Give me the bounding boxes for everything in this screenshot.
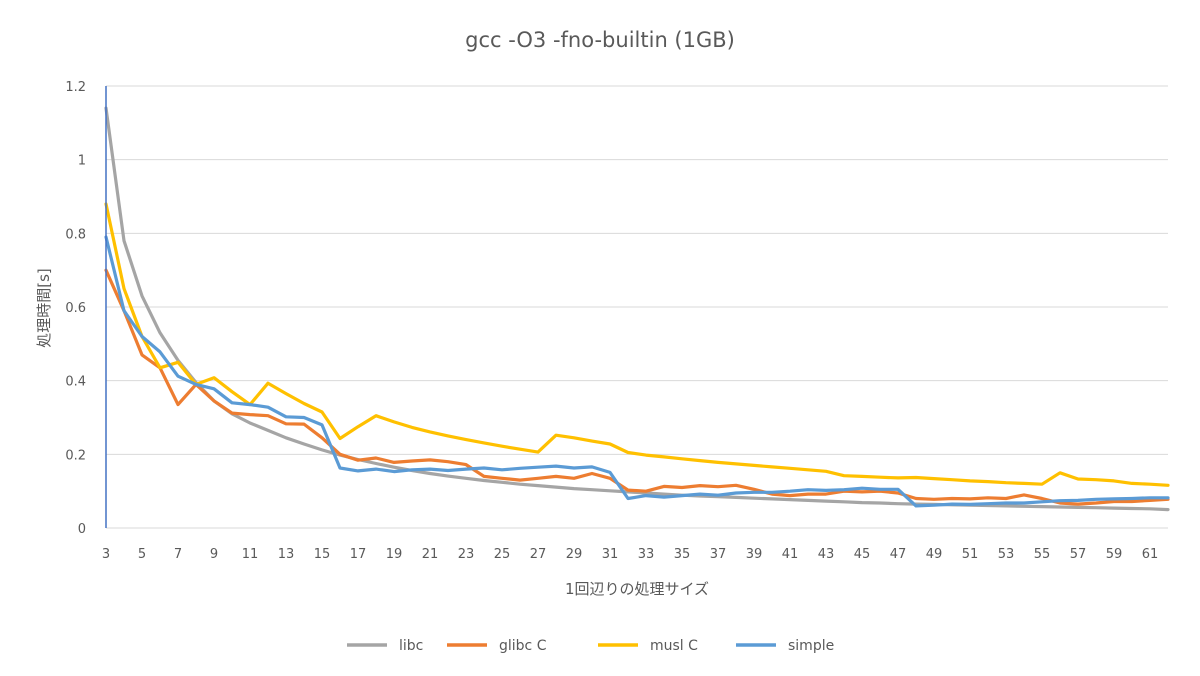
x-axis-ticks: 3 5 7 9 11 13 15 17 19 21 23 25 27 29 31 33 35 37 39 41 43 45…: [102, 547, 1158, 562]
x-tick-label: 49: [926, 547, 943, 562]
x-tick-label: 47: [890, 547, 907, 562]
legend-label-0: libc: [399, 638, 423, 654]
x-tick-label: 59: [1106, 547, 1123, 562]
x-tick-label: 45: [854, 547, 871, 562]
x-tick-label: 17: [350, 547, 367, 562]
series-lines: [104, 106, 1170, 512]
y-tick-label: 1: [78, 154, 86, 169]
y-tick-label: 0.8: [65, 227, 86, 242]
x-tick-label: 51: [962, 547, 979, 562]
x-tick-label: 35: [674, 547, 691, 562]
x-tick-label: 41: [782, 547, 799, 562]
x-tick-label: 21: [422, 547, 439, 562]
series-line-1: [104, 268, 1170, 506]
x-tick-label: 19: [386, 547, 403, 562]
y-tick-label: 0.2: [65, 448, 86, 463]
y-tick-label: 0.6: [65, 301, 86, 316]
y-axis-ticks: 0 0.2 0.4 0.6 0.8 1 1.2: [65, 80, 86, 537]
x-tick-label: 11: [242, 547, 259, 562]
series-line-2: [104, 202, 1170, 487]
x-tick-label: 53: [998, 547, 1015, 562]
x-tick-label: 55: [1034, 547, 1051, 562]
x-tick-label: 39: [746, 547, 763, 562]
x-tick-label: 43: [818, 547, 835, 562]
x-tick-label: 61: [1142, 547, 1159, 562]
legend: libc glibc C musl C simple: [347, 638, 834, 654]
x-tick-label: 33: [638, 547, 655, 562]
legend-label-1: glibc C: [499, 638, 547, 654]
x-tick-label: 37: [710, 547, 727, 562]
x-tick-label: 25: [494, 547, 511, 562]
x-tick-label: 9: [210, 547, 218, 562]
series-line-0: [104, 106, 1170, 512]
x-axis-title: 1回辺りの処理サイズ: [565, 580, 709, 598]
x-tick-label: 29: [566, 547, 583, 562]
x-tick-label: 57: [1070, 547, 1087, 562]
legend-label-2: musl C: [650, 638, 698, 654]
x-tick-label: 7: [174, 547, 182, 562]
y-tick-label: 1.2: [65, 80, 86, 95]
gridlines: [106, 85, 1168, 529]
chart-title: gcc -O3 -fno-builtin (1GB): [465, 28, 735, 52]
x-tick-label: 3: [102, 547, 110, 562]
x-tick-label: 23: [458, 547, 475, 562]
x-tick-label: 13: [278, 547, 295, 562]
x-tick-label: 31: [602, 547, 619, 562]
y-tick-label: 0.4: [65, 375, 86, 390]
x-tick-label: 27: [530, 547, 547, 562]
y-tick-label: 0: [78, 522, 86, 537]
x-tick-label: 15: [314, 547, 331, 562]
series-line-3: [104, 235, 1170, 508]
legend-label-3: simple: [788, 638, 834, 654]
x-tick-label: 5: [138, 547, 146, 562]
y-axis-title: 処理時間[s]: [35, 268, 53, 348]
